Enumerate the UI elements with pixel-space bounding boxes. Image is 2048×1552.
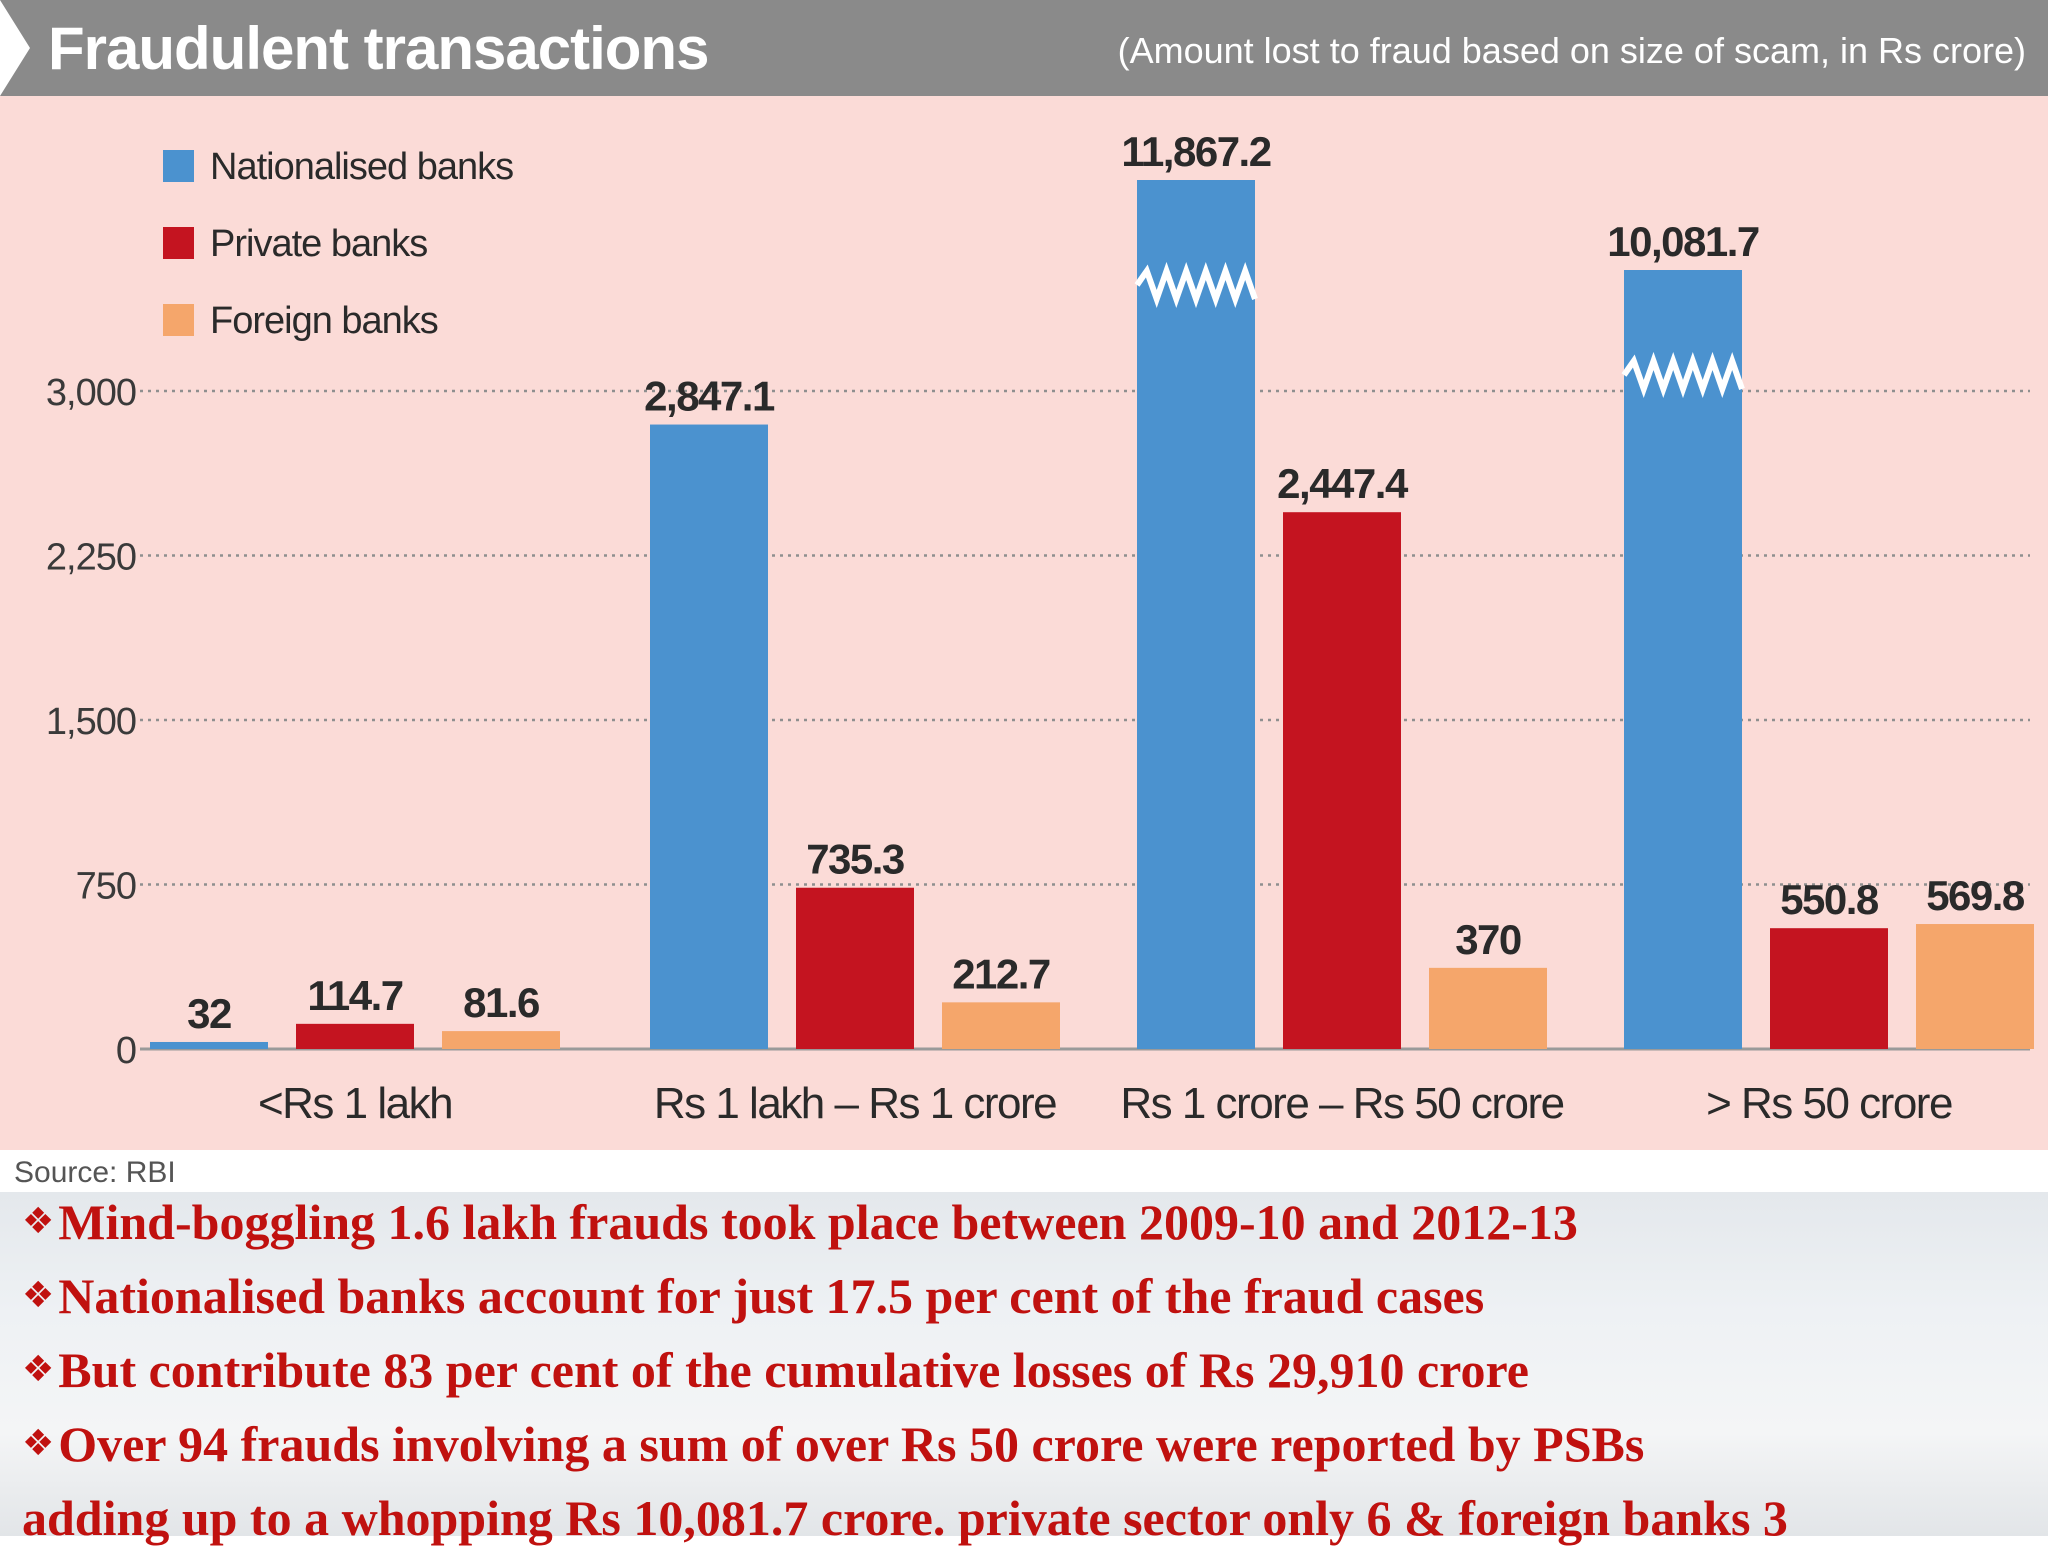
source-note: Source: RBI xyxy=(14,1156,176,1189)
legend-label: Nationalised banks xyxy=(210,146,513,188)
note-text: Nationalised banks account for just 17.5… xyxy=(58,1268,1485,1324)
data-label: 10,081.7 xyxy=(1607,218,1759,265)
axis-break-mark xyxy=(1134,261,1258,309)
bar xyxy=(1916,924,2034,1049)
legend-swatch xyxy=(163,304,194,336)
note-text: Over 94 frauds involving a sum of over R… xyxy=(58,1416,1645,1472)
data-label: 212.7 xyxy=(952,950,1050,997)
note-line: ❖Over 94 frauds involving a sum of over … xyxy=(22,1410,2042,1484)
diamond-bullet-icon: ❖ xyxy=(22,1201,55,1242)
bar-chart: 0 750 1,500 2,250 3,000 32 2,847.1 11,867.2 10,… xyxy=(46,128,2034,1128)
data-label: 735.3 xyxy=(806,836,904,883)
bar xyxy=(796,887,914,1049)
y-axis-ticks: 0 750 1,500 2,250 3,000 xyxy=(46,372,137,1072)
chart-title: Fraudulent transactions xyxy=(48,15,709,82)
data-label: 550.8 xyxy=(1780,876,1879,923)
data-label: 81.6 xyxy=(463,979,539,1026)
note-line: ❖Nationalised banks account for just 17.… xyxy=(22,1262,2042,1336)
chevron-right-icon xyxy=(0,0,30,96)
bar xyxy=(442,1031,560,1049)
y-tick-label: 0 xyxy=(116,1030,136,1072)
bar xyxy=(150,1041,268,1049)
diamond-bullet-icon: ❖ xyxy=(22,1275,55,1316)
bar xyxy=(1283,512,1401,1049)
y-tick-label: 750 xyxy=(76,866,136,908)
bar xyxy=(650,424,768,1049)
data-label: 2,447.4 xyxy=(1277,460,1409,507)
x-tick-label: <Rs 1 lakh xyxy=(258,1079,452,1128)
legend-label: Foreign banks xyxy=(210,300,438,342)
data-label: 569.8 xyxy=(1926,872,2025,919)
x-tick-label: Rs 1 crore – Rs 50 crore xyxy=(1120,1079,1563,1128)
diamond-bullet-icon: ❖ xyxy=(22,1349,55,1390)
note-text: adding up to a whopping Rs 10,081.7 cror… xyxy=(22,1490,1788,1546)
data-label: 370 xyxy=(1455,916,1521,963)
y-tick-label: 1,500 xyxy=(46,701,136,743)
bar xyxy=(942,1002,1060,1049)
bar xyxy=(1624,270,1742,1049)
chart-subtitle: (Amount lost to fraud based on size of s… xyxy=(1117,30,2026,71)
x-tick-label: Rs 1 lakh – Rs 1 crore xyxy=(654,1079,1056,1128)
data-label: 2,847.1 xyxy=(644,373,775,420)
x-tick-label: > Rs 50 crore xyxy=(1706,1079,1952,1128)
bar xyxy=(1770,928,1888,1049)
bar xyxy=(1137,180,1255,1049)
y-tick-label: 2,250 xyxy=(46,537,136,579)
note-text: But contribute 83 per cent of the cumula… xyxy=(58,1342,1529,1398)
note-text: Mind-boggling 1.6 lakh frauds took place… xyxy=(58,1194,1578,1250)
bar xyxy=(1429,967,1547,1049)
data-label: 11,867.2 xyxy=(1121,128,1270,175)
notes-background xyxy=(0,1192,2048,1536)
legend-swatch xyxy=(163,150,194,182)
note-line: ❖But contribute 83 per cent of the cumul… xyxy=(22,1336,2042,1410)
bars xyxy=(150,180,2034,1049)
bar xyxy=(296,1023,414,1049)
y-tick-label: 3,000 xyxy=(46,372,136,414)
diamond-bullet-icon: ❖ xyxy=(22,1423,55,1464)
notes-list: ❖Mind-boggling 1.6 lakh frauds took plac… xyxy=(22,1188,2042,1552)
note-line: adding up to a whopping Rs 10,081.7 cror… xyxy=(22,1484,2042,1552)
legend-swatch xyxy=(163,227,194,259)
note-line: ❖Mind-boggling 1.6 lakh frauds took plac… xyxy=(22,1188,2042,1262)
title-bar: Fraudulent transactions (Amount lost to … xyxy=(0,0,2048,96)
data-labels: 32 2,847.1 11,867.2 10,081.7 114.7 735.3 2,447… xyxy=(187,128,2026,1037)
x-axis-ticks: <Rs 1 lakh Rs 1 lakh – Rs 1 crore Rs 1 cro… xyxy=(258,1079,1953,1128)
data-label: 32 xyxy=(187,990,231,1037)
data-label: 114.7 xyxy=(307,972,402,1019)
axis-break-mark xyxy=(1621,351,1745,399)
gridlines xyxy=(140,389,2030,1051)
legend-label: Private banks xyxy=(210,223,427,265)
legend: Nationalised banks Private banks Foreign b… xyxy=(163,146,514,342)
